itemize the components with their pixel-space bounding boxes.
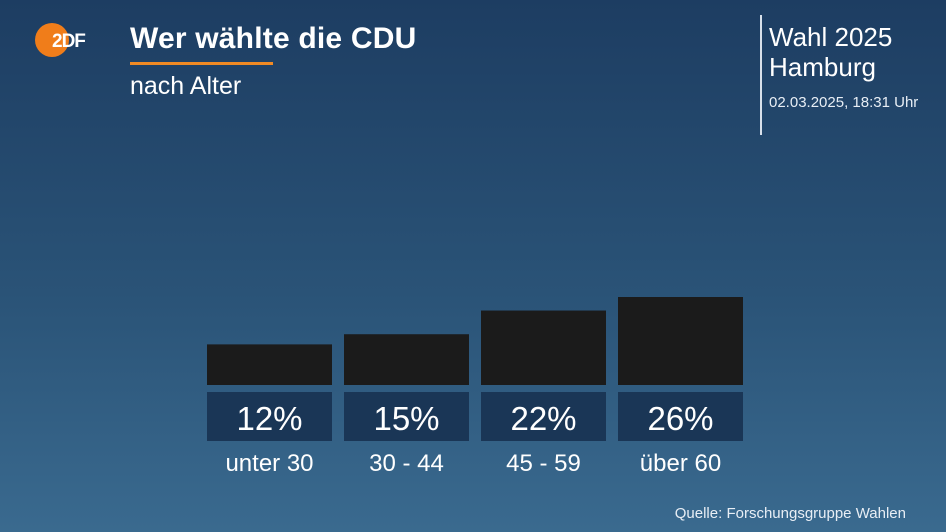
bar bbox=[481, 310, 606, 385]
category-label: unter 30 bbox=[225, 450, 313, 477]
chart-title: Wer wählte die CDU bbox=[130, 22, 417, 55]
category-label: 45 - 59 bbox=[506, 450, 581, 477]
election-region: Hamburg bbox=[769, 52, 876, 82]
data-label: 26% bbox=[647, 400, 713, 437]
chart-subtitle: nach Alter bbox=[130, 72, 242, 100]
value-label-box bbox=[481, 392, 606, 441]
bar bbox=[207, 344, 332, 385]
value-label-box bbox=[344, 392, 469, 441]
bar bbox=[618, 297, 743, 385]
value-label-box bbox=[618, 392, 743, 441]
source-note: Quelle: Forschungsgruppe Wahlen bbox=[674, 505, 906, 522]
timestamp: 02.03.2025, 18:31 Uhr bbox=[769, 94, 919, 111]
value-label-box bbox=[207, 392, 332, 441]
bar bbox=[344, 334, 469, 385]
election-context: Wahl 2025 Hamburg bbox=[769, 22, 892, 82]
data-label: 12% bbox=[236, 400, 302, 437]
logo-circle bbox=[35, 23, 69, 57]
election-name: Wahl 2025 bbox=[769, 22, 893, 52]
title-underline bbox=[130, 62, 273, 65]
header-divider bbox=[760, 15, 762, 135]
zdf-logo: 2DF bbox=[35, 23, 86, 57]
logo-text: 2DF bbox=[52, 31, 85, 52]
data-label: 15% bbox=[373, 400, 439, 437]
data-label: 22% bbox=[510, 400, 576, 437]
category-label: 30 - 44 bbox=[369, 450, 444, 477]
category-label: über 60 bbox=[640, 450, 721, 477]
